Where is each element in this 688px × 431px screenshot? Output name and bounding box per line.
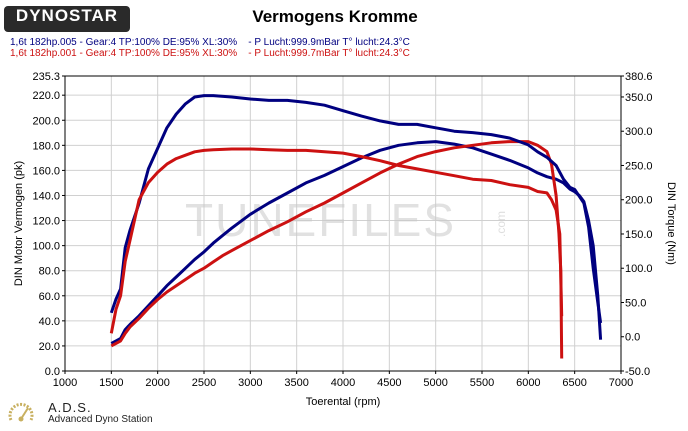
grid xyxy=(64,75,622,372)
series-line-3-torque xyxy=(109,94,603,324)
x-tick-label: 6000 xyxy=(516,377,540,389)
x-tick-label: 2500 xyxy=(192,377,216,389)
y-left-tick-label: 180.0 xyxy=(32,140,60,152)
chart-title: Vermogens Kromme xyxy=(252,7,418,26)
y-right-tick-label: 380.6 xyxy=(625,71,653,83)
x-axis-label: Toerental (rpm) xyxy=(306,396,381,408)
x-tick-label: 6500 xyxy=(562,377,586,389)
y-left-tick-label: 160.0 xyxy=(32,165,60,177)
series-line-2-power xyxy=(110,140,564,359)
axes: 1000 1500 2000 2500 3000 3500 4000 4500 5000 5500… xyxy=(13,71,677,408)
x-tick-label: 5000 xyxy=(423,377,447,389)
x-tick-label: 3500 xyxy=(284,377,308,389)
y-right-tick-label: 0.0 xyxy=(625,332,640,344)
y-right-tick-label: 100.0 xyxy=(625,263,653,275)
y-left-tick-label: 40.0 xyxy=(39,316,60,328)
y-right-tick-label: 200.0 xyxy=(625,195,653,207)
x-tick-label: 7000 xyxy=(609,377,633,389)
ads-logo-icon xyxy=(8,402,34,422)
y-right-tick-label: 250.0 xyxy=(625,160,653,172)
x-tick-label: 4000 xyxy=(331,377,355,389)
y-right-tick-label: 350.0 xyxy=(625,92,653,104)
y-left-tick-label: 20.0 xyxy=(39,341,60,353)
y-left-tick-label: 200.0 xyxy=(32,115,60,127)
watermark: TUNEFILES .com xyxy=(185,194,508,246)
y-right-tick-label: -50.0 xyxy=(625,366,650,378)
y-left-tick-label: 120.0 xyxy=(32,216,60,228)
watermark-suffix: .com xyxy=(494,211,508,237)
plot-frame xyxy=(64,75,622,372)
logo-text: DYNOSTAR xyxy=(15,6,119,25)
x-tick-label: 2000 xyxy=(145,377,169,389)
y-right-tick-label: 300.0 xyxy=(625,126,653,138)
run-info-2: 1,6t 182hp.001 - Gear:4 TP:100% DE:95% X… xyxy=(10,48,410,59)
run-info-1: 1,6t 182hp.005 - Gear:4 TP:100% DE:95% X… xyxy=(10,37,410,48)
footer-title: A.D.S. xyxy=(48,400,92,415)
y-left-tick-label: 235.3 xyxy=(32,71,60,83)
y-left-tick-label: 80.0 xyxy=(39,266,60,278)
x-tick-label: 1500 xyxy=(99,377,123,389)
series-line-4-torque xyxy=(109,147,564,334)
watermark-text: TUNEFILES xyxy=(185,194,456,246)
y-right-tick-label: 150.0 xyxy=(625,229,653,241)
y-left-axis-label: DIN Motor Vermogen (pk) xyxy=(13,161,25,286)
series-lines xyxy=(109,94,603,359)
y-left-tick-label: 0.0 xyxy=(45,366,60,378)
y-left-tick-label: 220.0 xyxy=(32,90,60,102)
dynostar-logo: DYNOSTAR xyxy=(4,6,130,32)
y-left-tick-label: 60.0 xyxy=(39,291,60,303)
y-right-axis-label: DIN Torque (Nm) xyxy=(665,182,677,265)
y-right-tick-label: 50.0 xyxy=(625,297,646,309)
y-left-tick-label: 100.0 xyxy=(32,241,60,253)
footer-subtitle: Advanced Dyno Station xyxy=(48,414,153,425)
x-tick-label: 5500 xyxy=(470,377,494,389)
x-tick-label: 3000 xyxy=(238,377,262,389)
y-left-tick-label: 140.0 xyxy=(32,190,60,202)
x-tick-label: 4500 xyxy=(377,377,401,389)
x-tick-label: 1000 xyxy=(53,377,77,389)
